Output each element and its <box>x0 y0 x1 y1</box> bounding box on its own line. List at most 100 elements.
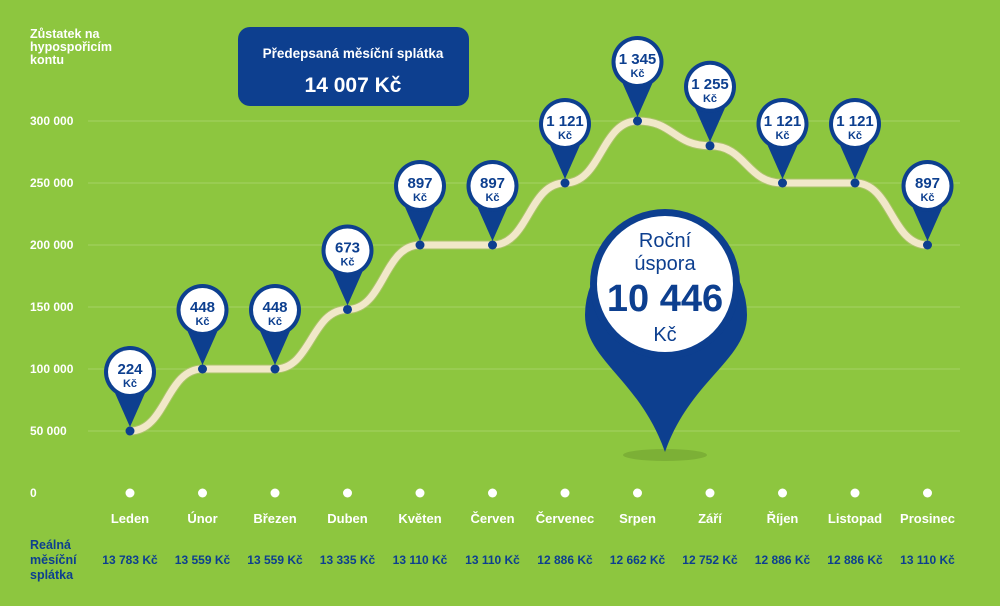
pin-value: 448 <box>262 299 287 316</box>
prescribed-box-title: Předepsaná měsíční splátka <box>263 46 444 61</box>
data-point <box>923 240 932 250</box>
real-payment-value: 12 662 Kč <box>610 553 666 567</box>
pin-pointer <box>912 207 943 241</box>
x-axis-dot <box>850 488 860 498</box>
pin-value: 448 <box>190 299 215 316</box>
pin-inner <box>905 164 950 208</box>
pin-inner <box>325 228 370 273</box>
y-tick-label: 250 000 <box>30 176 74 190</box>
x-axis-dots <box>125 488 932 498</box>
series-line-shadow <box>125 116 932 436</box>
pin-value: 897 <box>480 175 505 192</box>
real-payment-value: 13 783 Kč <box>102 553 158 567</box>
pin-value: 897 <box>407 175 432 192</box>
x-tick-label: Leden <box>111 511 149 526</box>
pin-inner <box>398 164 442 208</box>
data-point <box>488 240 497 250</box>
x-axis-dot <box>705 488 715 498</box>
x-tick-label: Srpen <box>619 511 656 526</box>
x-tick-label: Červen <box>470 511 514 526</box>
y-tick-label: 0 <box>30 486 37 500</box>
x-axis-dot <box>778 488 787 498</box>
pin-inner <box>760 102 805 146</box>
real-payment-values: 13 783 Kč 13 559 Kč 13 559 Kč 13 335 Kč 13 1… <box>102 553 955 567</box>
pin-inner <box>543 102 587 146</box>
pin-unit: Kč <box>195 316 209 328</box>
real-payment-label-line: Reálná <box>30 538 71 552</box>
x-tick-label: Duben <box>327 511 368 526</box>
pin-value: 897 <box>915 175 940 192</box>
pin-pointer <box>187 331 218 365</box>
pin-inner <box>615 40 660 84</box>
data-point <box>343 304 352 314</box>
real-payment-value: 13 110 Kč <box>900 553 955 567</box>
pin-inner <box>180 288 225 332</box>
pin-unit: Kč <box>703 93 717 105</box>
data-point <box>270 364 280 374</box>
pin-value: 673 <box>335 239 360 256</box>
pin-unit: Kč <box>123 378 137 390</box>
real-payment-value: 13 335 Kč <box>320 553 376 567</box>
data-points <box>125 116 932 436</box>
x-tick-label: Únor <box>187 511 217 526</box>
real-payment-value: 13 110 Kč <box>393 553 448 567</box>
pin-pointer <box>622 83 653 117</box>
pin-pointer <box>840 145 870 179</box>
x-tick-label: Červenec <box>536 511 595 526</box>
y-tick-label: 150 000 <box>30 300 74 314</box>
pin-value: 1 121 <box>546 113 584 130</box>
x-tick-label: Říjen <box>767 511 799 526</box>
pin-value: 1 345 <box>619 51 657 68</box>
pin-pointer <box>115 393 145 427</box>
pin-unit: Kč <box>920 192 934 204</box>
prescribed-box-bg <box>238 27 469 106</box>
data-point <box>778 178 787 188</box>
pin-unit: Kč <box>340 256 354 268</box>
pin-value: 1 121 <box>836 113 874 130</box>
data-point <box>415 240 425 250</box>
pin-pointer <box>695 108 725 142</box>
callout-line2: úspora <box>634 253 696 275</box>
y-axis-title-line: kontu <box>30 53 64 67</box>
prescribed-payment-box: Předepsaná měsíční splátka 14 007 Kč <box>238 27 469 106</box>
callout-line1: Roční <box>639 230 692 252</box>
x-tick-label: Březen <box>253 511 296 526</box>
real-payment-value: 13 559 Kč <box>247 553 303 567</box>
x-axis-dot <box>198 488 207 498</box>
real-payment-value: 13 110 Kč <box>465 553 520 567</box>
pin-unit: Kč <box>558 130 572 142</box>
data-point <box>560 178 570 188</box>
pin-inner <box>688 64 732 109</box>
pin-inner <box>108 350 152 394</box>
pin-pointer <box>767 145 798 179</box>
pin-value: 1 121 <box>764 113 802 130</box>
y-tick-label: 100 000 <box>30 362 74 376</box>
real-payment-value: 12 886 Kč <box>755 553 811 567</box>
data-point <box>705 141 715 151</box>
real-payment-value: 12 886 Kč <box>537 553 593 567</box>
y-axis-ticks: 0 50 000 100 000 150 000 200 000 250 000 300 0… <box>30 114 74 500</box>
real-payment-label-line: měsíční <box>30 553 77 567</box>
x-axis-dot <box>125 488 135 498</box>
prescribed-box-value: 14 007 Kč <box>305 74 402 97</box>
pin-value: 224 <box>117 361 143 378</box>
y-tick-label: 200 000 <box>30 238 74 252</box>
x-axis-dot <box>560 488 570 498</box>
x-axis-dot <box>415 488 425 498</box>
x-tick-label: Květen <box>398 511 441 526</box>
pin-value: 1 255 <box>691 76 729 93</box>
pin-unit: Kč <box>413 192 427 204</box>
pin-inner <box>833 102 877 146</box>
x-axis-dot <box>633 488 642 498</box>
pin-unit: Kč <box>630 68 644 80</box>
